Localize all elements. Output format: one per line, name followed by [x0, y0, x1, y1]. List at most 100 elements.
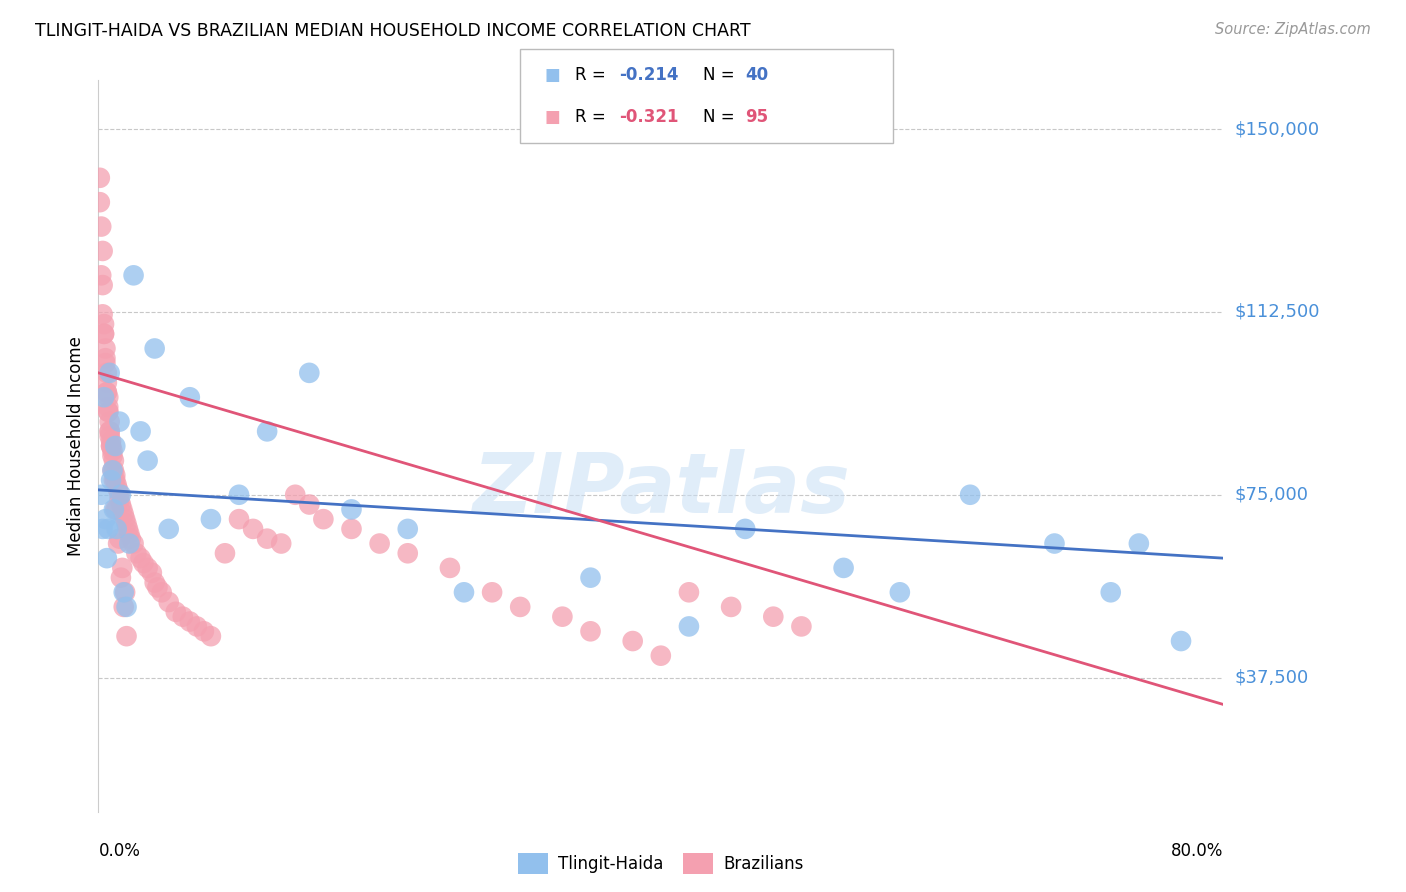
Point: [122, 268, 145, 283]
Text: ■: ■: [544, 66, 560, 84]
Point: [111, 502, 134, 516]
Point: [200, 629, 222, 643]
Point: [129, 425, 152, 439]
Point: [97, 390, 120, 404]
Point: [112, 599, 135, 614]
Point: [129, 551, 152, 566]
Point: [98, 415, 121, 429]
Point: [110, 488, 132, 502]
Text: Source: ZipAtlas.com: Source: ZipAtlas.com: [1215, 22, 1371, 37]
Text: $37,500: $37,500: [1234, 669, 1309, 687]
Point: [98, 429, 121, 443]
Point: [115, 599, 138, 614]
Point: [734, 522, 756, 536]
Point: [108, 415, 131, 429]
Point: [104, 502, 127, 516]
Point: [108, 532, 131, 546]
Point: [91, 522, 114, 536]
Point: [96, 366, 118, 380]
Point: [114, 512, 136, 526]
Point: [100, 473, 122, 487]
Point: [105, 502, 128, 516]
Point: [959, 488, 981, 502]
Text: ■: ■: [544, 108, 560, 126]
Point: [551, 609, 574, 624]
Point: [112, 585, 135, 599]
Point: [101, 443, 124, 458]
Text: -0.214: -0.214: [619, 66, 678, 84]
Point: [97, 522, 120, 536]
Point: [104, 439, 127, 453]
Point: [103, 453, 125, 467]
Point: [111, 561, 134, 575]
Point: [256, 425, 278, 439]
Point: [396, 546, 419, 560]
Text: 40: 40: [745, 66, 768, 84]
Point: [678, 619, 700, 633]
Point: [96, 385, 118, 400]
Point: [1043, 536, 1066, 550]
Point: [105, 522, 128, 536]
Point: [132, 556, 155, 570]
Point: [621, 634, 644, 648]
Point: [101, 463, 124, 477]
Point: [284, 488, 307, 502]
Point: [179, 390, 201, 404]
Text: 0.0%: 0.0%: [98, 842, 141, 860]
Point: [509, 599, 531, 614]
Point: [298, 498, 321, 512]
Point: [228, 488, 250, 502]
Point: [90, 488, 112, 502]
Point: [91, 244, 114, 258]
Y-axis label: Median Household Income: Median Household Income: [66, 336, 84, 556]
Point: [1099, 585, 1122, 599]
Text: -0.321: -0.321: [619, 108, 678, 126]
Point: [579, 571, 602, 585]
Point: [143, 575, 166, 590]
Point: [720, 599, 742, 614]
Point: [312, 512, 335, 526]
Point: [242, 522, 264, 536]
Point: [1128, 536, 1150, 550]
Point: [141, 566, 163, 580]
Point: [120, 532, 142, 546]
Point: [98, 425, 121, 439]
Point: [165, 605, 187, 619]
Point: [93, 390, 115, 404]
Point: [107, 483, 129, 497]
Text: $75,000: $75,000: [1234, 486, 1309, 504]
Point: [112, 508, 135, 522]
Point: [172, 609, 194, 624]
Point: [228, 512, 250, 526]
Legend: Tlingit-Haida, Brazilians: Tlingit-Haida, Brazilians: [512, 847, 810, 880]
Point: [94, 342, 117, 356]
Point: [270, 536, 292, 550]
Point: [101, 449, 124, 463]
Point: [101, 463, 124, 477]
Point: [97, 405, 120, 419]
Point: [93, 317, 115, 331]
Text: $112,500: $112,500: [1234, 303, 1320, 321]
Point: [104, 468, 127, 483]
Text: R =: R =: [575, 66, 612, 84]
Point: [340, 522, 363, 536]
Point: [97, 405, 120, 419]
Text: N =: N =: [703, 108, 740, 126]
Point: [90, 268, 112, 283]
Point: [157, 522, 180, 536]
Text: 95: 95: [745, 108, 768, 126]
Point: [453, 585, 475, 599]
Point: [118, 526, 141, 541]
Point: [98, 425, 121, 439]
Point: [94, 512, 117, 526]
Point: [89, 195, 111, 210]
Point: [143, 342, 166, 356]
Point: [103, 463, 125, 477]
Point: [97, 400, 120, 414]
Point: [256, 532, 278, 546]
Point: [179, 615, 201, 629]
Point: [193, 624, 215, 639]
Point: [96, 385, 118, 400]
Text: N =: N =: [703, 66, 740, 84]
Point: [122, 536, 145, 550]
